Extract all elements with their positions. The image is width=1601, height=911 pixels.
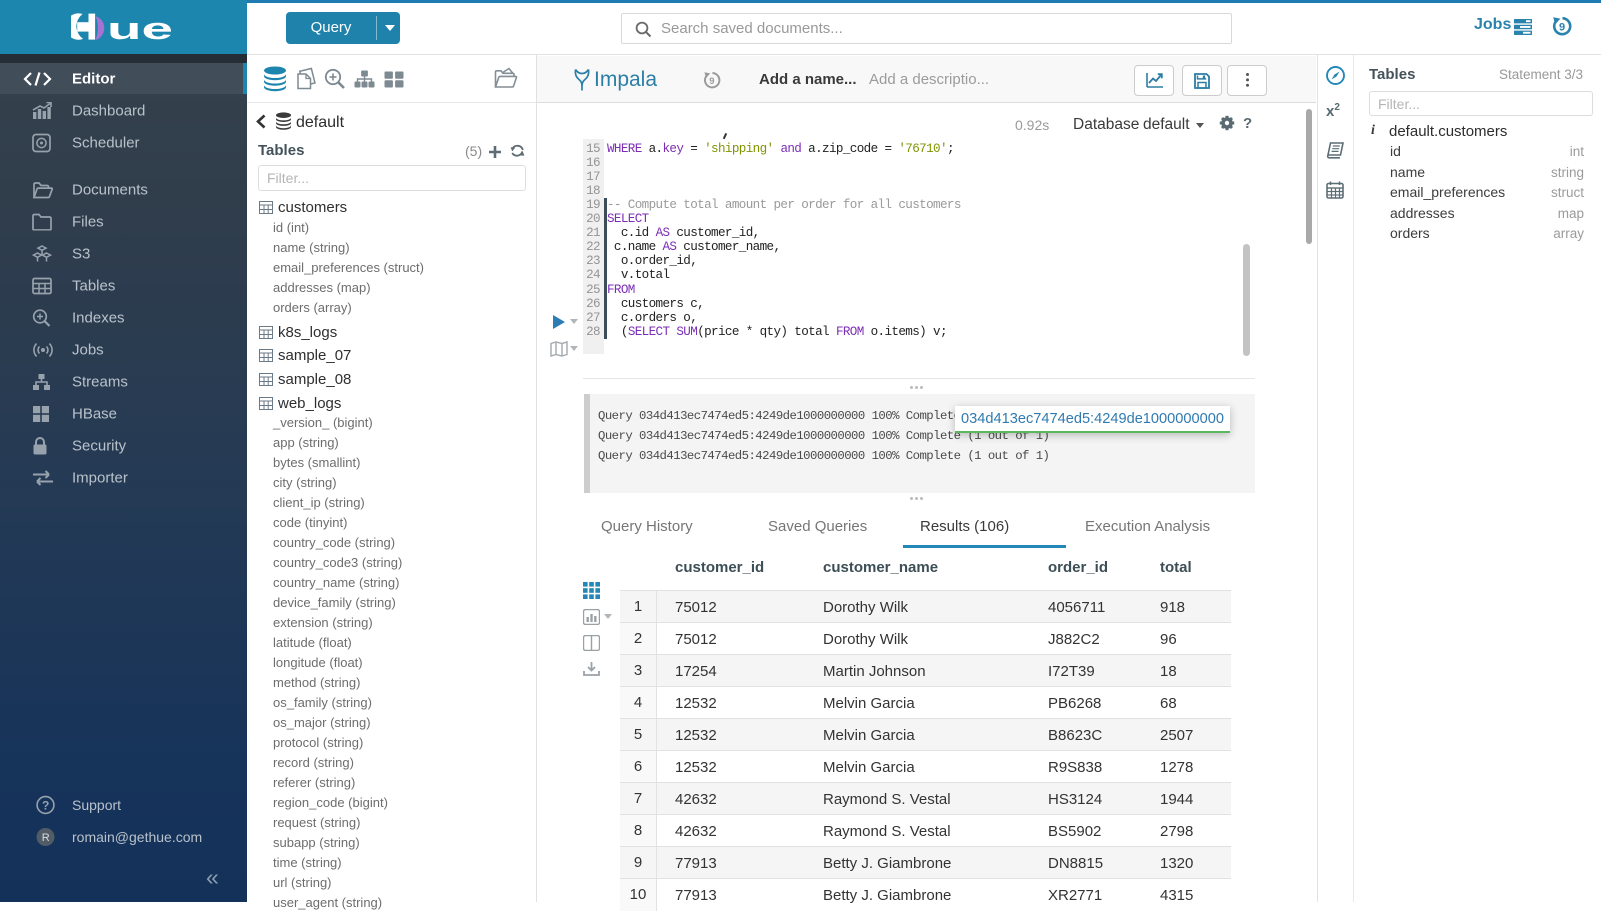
- svg-text:?: ?: [42, 799, 49, 813]
- svg-text:ue: ue: [107, 13, 173, 41]
- svg-text:9: 9: [709, 76, 714, 87]
- svg-text:R: R: [42, 832, 50, 844]
- svg-text:9: 9: [1559, 22, 1565, 34]
